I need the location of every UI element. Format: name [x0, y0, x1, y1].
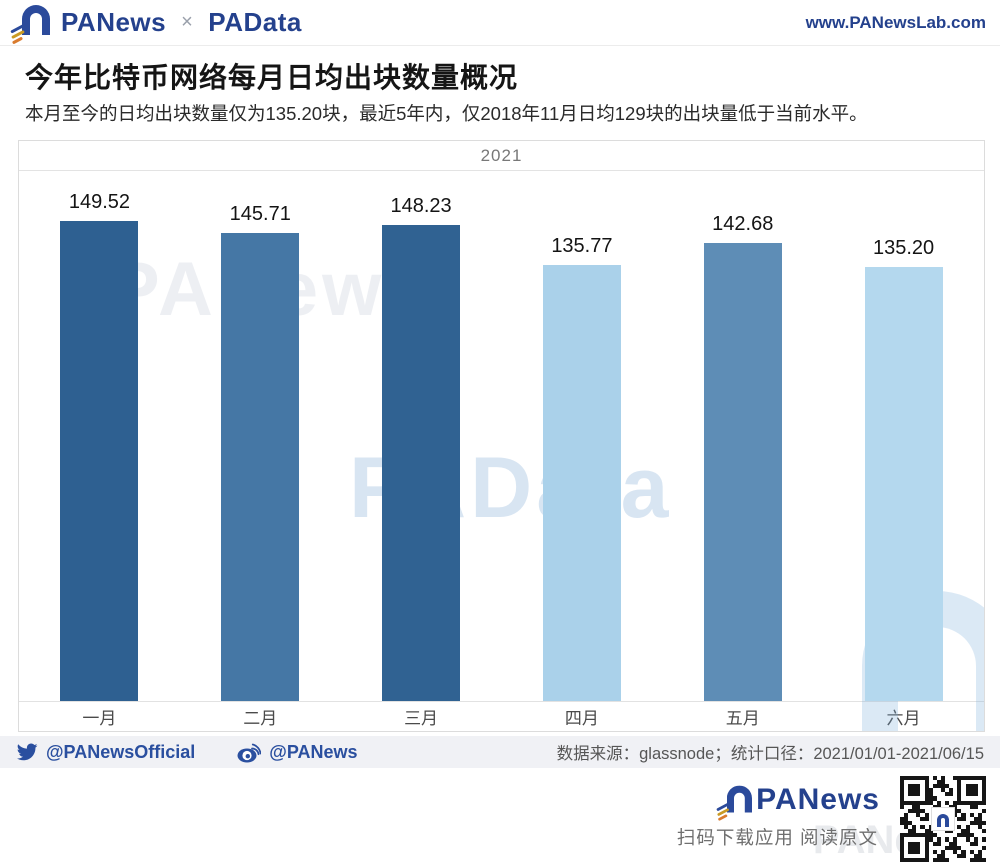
plot-area: PANews PAData 149.52 145.71 148.23 135.7… — [19, 171, 984, 731]
x-axis-label: 二月 — [243, 708, 278, 728]
x-axis-label: 五月 — [725, 708, 760, 728]
bar — [703, 243, 782, 701]
x-axis-label: 三月 — [404, 708, 439, 728]
brand-padata: PAData — [208, 7, 302, 37]
bar-group: 135.77 — [501, 235, 662, 701]
brand-separator: × — [181, 11, 194, 33]
brand-panews: PANews — [61, 7, 167, 37]
panews-logo-icon — [10, 3, 52, 44]
page-subtitle: 本月至今的日均出块数量仅为135.20块，最近5年内，仅2018年11月日均12… — [25, 103, 868, 124]
bar — [221, 233, 300, 701]
bar-group: 135.20 — [823, 237, 984, 701]
bar-value-label: 142.68 — [712, 213, 774, 235]
footer-brand-name: PANews — [756, 783, 880, 816]
bar-chart: 2021 PANews PAData 149.52 145.71 148.23 … — [18, 140, 985, 732]
bar-group: 148.23 — [341, 195, 502, 701]
bar-value-label: 145.71 — [229, 203, 291, 225]
app-footer: PANews PANews 扫码下载应用 阅读原文 — [0, 768, 1000, 868]
twitter-link[interactable]: @PANewsOfficial — [16, 742, 195, 763]
top-header: PANews × PAData www.PANewsLab.com — [0, 0, 1000, 46]
chart-title: 2021 — [19, 141, 984, 171]
page-title: 今年比特币网络每月日均出块数量概况 — [25, 62, 519, 93]
bar-group: 145.71 — [180, 203, 341, 701]
twitter-icon — [16, 743, 38, 760]
bar-group: 142.68 — [662, 213, 823, 701]
website-link[interactable]: www.PANewsLab.com — [805, 12, 986, 32]
x-axis: 一月 二月 三月 四月 五月 六月 — [19, 701, 984, 730]
bar — [382, 225, 461, 701]
data-source-note: 数据来源：glassnode；统计口径：2021/01/01-2021/06/1… — [556, 745, 984, 763]
weibo-link[interactable]: @PANews — [237, 741, 358, 763]
bar-group: 149.52 — [19, 191, 180, 701]
x-axis-label: 四月 — [564, 708, 599, 728]
bar-value-label: 149.52 — [68, 191, 130, 213]
brand-logo: PANews × PAData — [10, 3, 302, 44]
panews-logo-icon — [716, 784, 753, 822]
x-axis-label: 一月 — [82, 708, 117, 728]
weibo-handle: @PANews — [269, 741, 358, 762]
twitter-handle: @PANewsOfficial — [46, 741, 196, 762]
qr-center-logo — [931, 807, 955, 831]
bar — [542, 265, 621, 701]
bar-value-label: 148.23 — [390, 195, 452, 217]
footer-brand: PANews — [716, 782, 880, 822]
social-bar: @PANewsOfficial @PANews 数据来源：glassnode；统… — [0, 736, 1000, 768]
bar — [864, 267, 943, 701]
bar-value-label: 135.77 — [551, 235, 613, 257]
weibo-icon — [237, 743, 262, 762]
bar-value-label: 135.20 — [872, 237, 935, 259]
footer-caption: 扫码下载应用 阅读原文 — [676, 827, 878, 848]
bar — [60, 221, 139, 701]
